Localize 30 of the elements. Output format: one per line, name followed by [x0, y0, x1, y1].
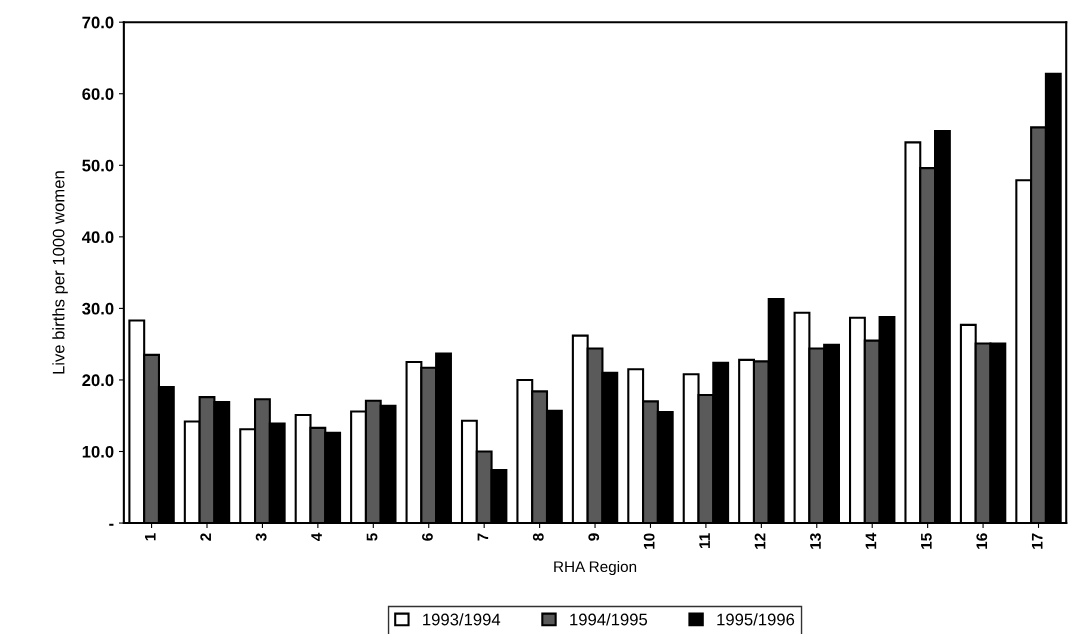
x-tick-label: 5: [366, 533, 378, 541]
y-axis-title: Live births per 1000 women: [52, 171, 68, 374]
x-tick-label: 10: [643, 533, 655, 549]
x-tick-label: 15: [921, 533, 932, 549]
legend-label: 1993/1994: [423, 613, 501, 626]
x-tick-label: 12: [754, 533, 766, 549]
y-tick-label: 70.0: [82, 16, 114, 29]
x-tick-label: 13: [810, 533, 821, 549]
x-tick-label: 7: [477, 533, 489, 541]
x-tick-label: 4: [311, 532, 322, 542]
x-tick-label: 9: [588, 533, 600, 541]
y-tick-label: 50.0: [82, 159, 114, 172]
y-tick-label: -: [109, 523, 114, 526]
x-tick-label: 1: [145, 533, 156, 541]
x-tick-label: 8: [532, 533, 544, 541]
x-tick-label: 11: [699, 533, 710, 548]
x-tick-label: 2: [200, 533, 211, 541]
y-tick-label: 40.0: [81, 231, 114, 244]
legend-label: 1994/1995: [570, 613, 648, 626]
x-tick-label: 3: [255, 533, 267, 541]
y-tick-label: 30.0: [82, 302, 114, 315]
legend-label: 1995/1996: [717, 613, 795, 626]
y-tick-label: 10.0: [82, 445, 114, 458]
x-tick-label: 14: [865, 532, 877, 549]
x-tick-label: 16: [976, 533, 988, 549]
x-axis-title: RHA Region: [554, 560, 637, 576]
y-tick-label: 20.0: [82, 374, 114, 387]
y-tick-label: 60.0: [82, 88, 114, 100]
x-tick-label: 17: [1031, 533, 1043, 549]
x-tick-label: 6: [422, 533, 433, 541]
